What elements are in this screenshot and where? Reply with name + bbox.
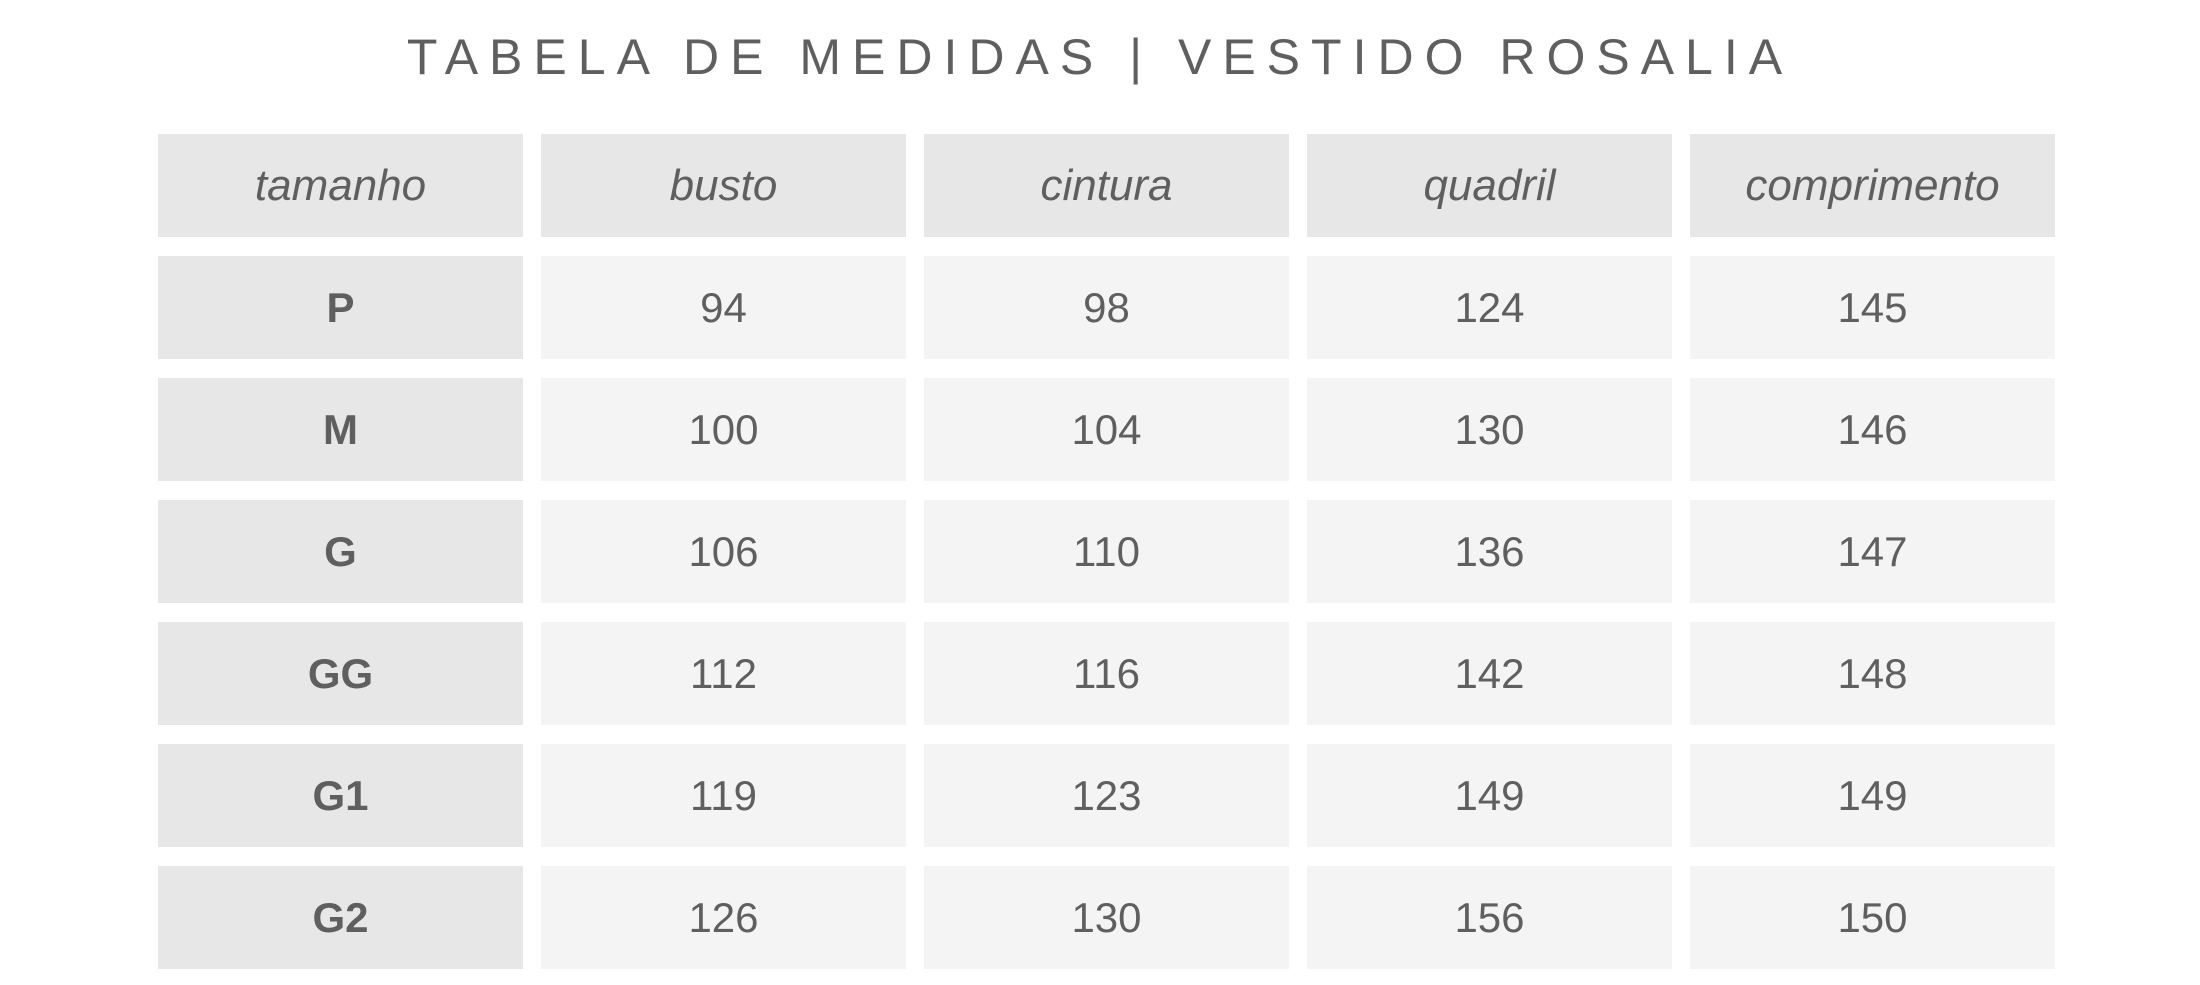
- size-label: P: [158, 256, 523, 359]
- measurement-cell: 112: [541, 622, 906, 725]
- measurement-cell: 149: [1307, 744, 1672, 847]
- size-table: tamanho busto cintura quadril comprimento P 94…: [158, 134, 2055, 969]
- column-header-comprimento: comprimento: [1690, 134, 2055, 237]
- measurement-cell: 136: [1307, 500, 1672, 603]
- measurement-cell: 123: [924, 744, 1289, 847]
- size-label: M: [158, 378, 523, 481]
- measurement-cell: 146: [1690, 378, 2055, 481]
- measurement-cell: 124: [1307, 256, 1672, 359]
- measurement-cell: 116: [924, 622, 1289, 725]
- column-header-cintura: cintura: [924, 134, 1289, 237]
- size-label: GG: [158, 622, 523, 725]
- measurement-cell: 126: [541, 866, 906, 969]
- size-label: G1: [158, 744, 523, 847]
- measurement-cell: 142: [1307, 622, 1672, 725]
- size-label: G: [158, 500, 523, 603]
- measurement-cell: 130: [924, 866, 1289, 969]
- measurement-cell: 156: [1307, 866, 1672, 969]
- measurement-cell: 106: [541, 500, 906, 603]
- measurement-cell: 149: [1690, 744, 2055, 847]
- measurement-cell: 130: [1307, 378, 1672, 481]
- measurement-cell: 110: [924, 500, 1289, 603]
- size-label: G2: [158, 866, 523, 969]
- measurement-cell: 104: [924, 378, 1289, 481]
- measurement-cell: 94: [541, 256, 906, 359]
- column-header-tamanho: tamanho: [158, 134, 523, 237]
- page-title: TABELA DE MEDIDAS | VESTIDO ROSALIA: [406, 29, 1794, 85]
- measurement-cell: 100: [541, 378, 906, 481]
- column-header-busto: busto: [541, 134, 906, 237]
- measurement-cell: 150: [1690, 866, 2055, 969]
- column-header-quadril: quadril: [1307, 134, 1672, 237]
- measurement-cell: 148: [1690, 622, 2055, 725]
- measurement-cell: 145: [1690, 256, 2055, 359]
- measurement-cell: 98: [924, 256, 1289, 359]
- measurement-cell: 147: [1690, 500, 2055, 603]
- measurement-cell: 119: [541, 744, 906, 847]
